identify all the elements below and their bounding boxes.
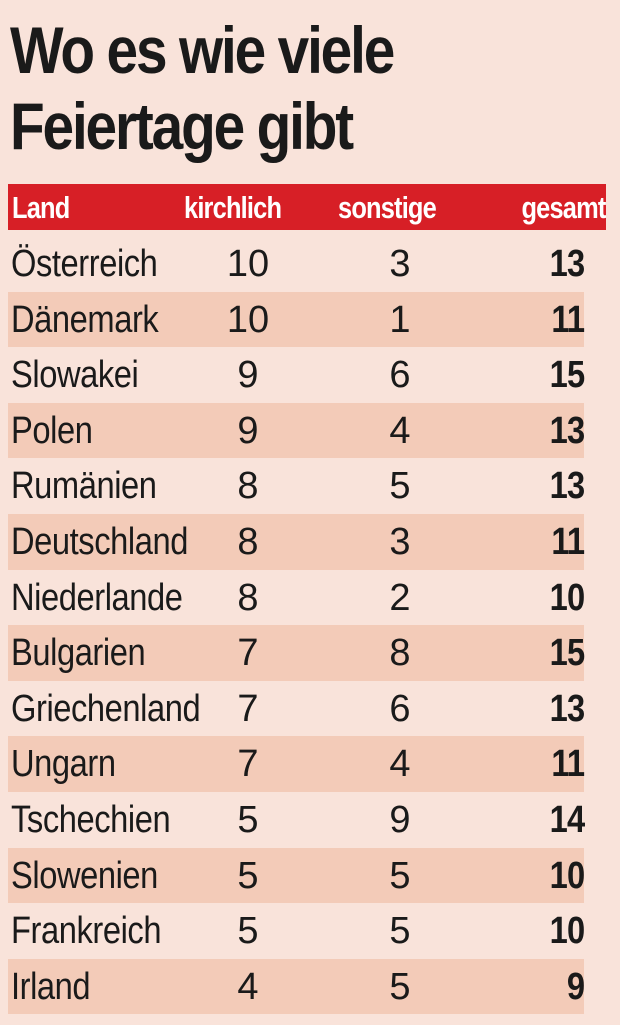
table-row: Slowakei 9 6 15 xyxy=(8,347,585,403)
table-row: Ungarn 7 4 11 xyxy=(8,736,585,792)
cell-kirchlich: 7 xyxy=(237,687,259,730)
cell-kirchlich: 10 xyxy=(226,298,270,341)
cell-gesamt: 15 xyxy=(549,354,585,397)
cell-sonstige: 3 xyxy=(389,243,411,285)
cell-land: Österreich xyxy=(11,243,158,285)
cell-kirchlich: 8 xyxy=(237,465,259,508)
cell-kirchlich: 10 xyxy=(226,243,270,285)
cell-land: Tschechien xyxy=(11,798,171,841)
chart-title-line-1: Wo es wie viele xyxy=(10,13,395,87)
cell-land: Rumänien xyxy=(11,465,157,508)
table-row: Österreich 10 3 13 xyxy=(8,236,585,292)
cell-kirchlich: 8 xyxy=(237,576,259,619)
table-row: Dänemark 10 1 11 xyxy=(8,291,585,348)
cell-kirchlich: 4 xyxy=(237,965,259,1008)
table-header: Land kirchlich sonstige gesamt xyxy=(8,184,607,230)
cell-gesamt: 11 xyxy=(551,298,585,341)
cell-gesamt: 10 xyxy=(549,910,585,953)
table-row: Bulgarien 7 8 15 xyxy=(8,625,585,681)
cell-land: Deutschland xyxy=(11,520,188,563)
cell-kirchlich: 9 xyxy=(237,354,259,397)
cell-gesamt: 10 xyxy=(549,854,585,897)
column-header-gesamt: gesamt xyxy=(521,190,607,225)
cell-sonstige: 9 xyxy=(389,798,411,841)
table-row: Griechenland 7 6 13 xyxy=(8,681,585,737)
table-row: Niederlande 8 2 10 xyxy=(8,570,585,626)
cell-kirchlich: 8 xyxy=(237,520,259,563)
column-header-land: Land xyxy=(12,190,70,225)
cell-gesamt: 10 xyxy=(549,576,585,619)
cell-gesamt: 13 xyxy=(549,243,585,285)
cell-gesamt: 15 xyxy=(549,632,585,675)
table-row: Tschechien 5 9 14 xyxy=(8,792,585,848)
cell-kirchlich: 5 xyxy=(237,798,259,841)
cell-sonstige: 8 xyxy=(389,632,411,675)
cell-gesamt: 9 xyxy=(566,965,585,1008)
cell-kirchlich: 7 xyxy=(237,743,259,786)
cell-sonstige: 6 xyxy=(389,687,411,730)
cell-sonstige: 5 xyxy=(389,854,411,897)
cell-gesamt: 13 xyxy=(549,687,585,730)
cell-kirchlich: 7 xyxy=(237,632,259,675)
cell-kirchlich: 9 xyxy=(237,409,259,452)
cell-gesamt: 11 xyxy=(551,743,585,786)
cell-land: Bulgarien xyxy=(11,632,146,675)
cell-sonstige: 5 xyxy=(389,910,411,953)
cell-land: Dänemark xyxy=(11,298,159,341)
cell-sonstige: 5 xyxy=(389,965,411,1008)
table-row: Rumänien 8 5 13 xyxy=(8,458,585,514)
table-body: Österreich 10 3 13 Dänemark 10 1 11 Slowakei 9 6 15… xyxy=(8,236,585,1015)
table-row: Polen 9 4 13 xyxy=(8,402,585,459)
cell-gesamt: 11 xyxy=(551,520,585,563)
cell-kirchlich: 5 xyxy=(237,910,259,953)
cell-land: Niederlande xyxy=(11,576,183,619)
cell-land: Griechenland xyxy=(11,687,201,730)
cell-sonstige: 4 xyxy=(389,743,411,786)
column-header-sonstige: sonstige xyxy=(338,190,437,225)
chart-title-line-2: Feiertage gibt xyxy=(10,89,354,163)
cell-sonstige: 6 xyxy=(389,354,411,397)
cell-land: Irland xyxy=(11,965,91,1008)
table-row: Irland 4 5 9 xyxy=(8,958,585,1015)
table-row: Frankreich 5 5 10 xyxy=(8,903,585,959)
cell-kirchlich: 5 xyxy=(237,854,259,897)
cell-land: Frankreich xyxy=(11,910,162,953)
cell-land: Polen xyxy=(11,409,93,452)
cell-sonstige: 5 xyxy=(389,465,411,508)
cell-land: Slowakei xyxy=(11,354,139,397)
cell-land: Ungarn xyxy=(11,743,116,786)
cell-land: Slowenien xyxy=(11,854,158,897)
cell-gesamt: 13 xyxy=(549,409,585,452)
cell-gesamt: 13 xyxy=(549,465,585,508)
table-row: Deutschland 8 3 11 xyxy=(8,513,585,570)
cell-sonstige: 3 xyxy=(389,520,411,563)
table-row: Slowenien 5 5 10 xyxy=(8,847,585,904)
chart-title: Wo es wie viele Feiertage gibt xyxy=(10,12,526,164)
cell-sonstige: 2 xyxy=(389,576,411,619)
cell-gesamt: 14 xyxy=(549,798,585,841)
cell-sonstige: 4 xyxy=(389,409,411,452)
cell-sonstige: 1 xyxy=(389,298,411,341)
column-header-kirchlich: kirchlich xyxy=(184,190,282,225)
